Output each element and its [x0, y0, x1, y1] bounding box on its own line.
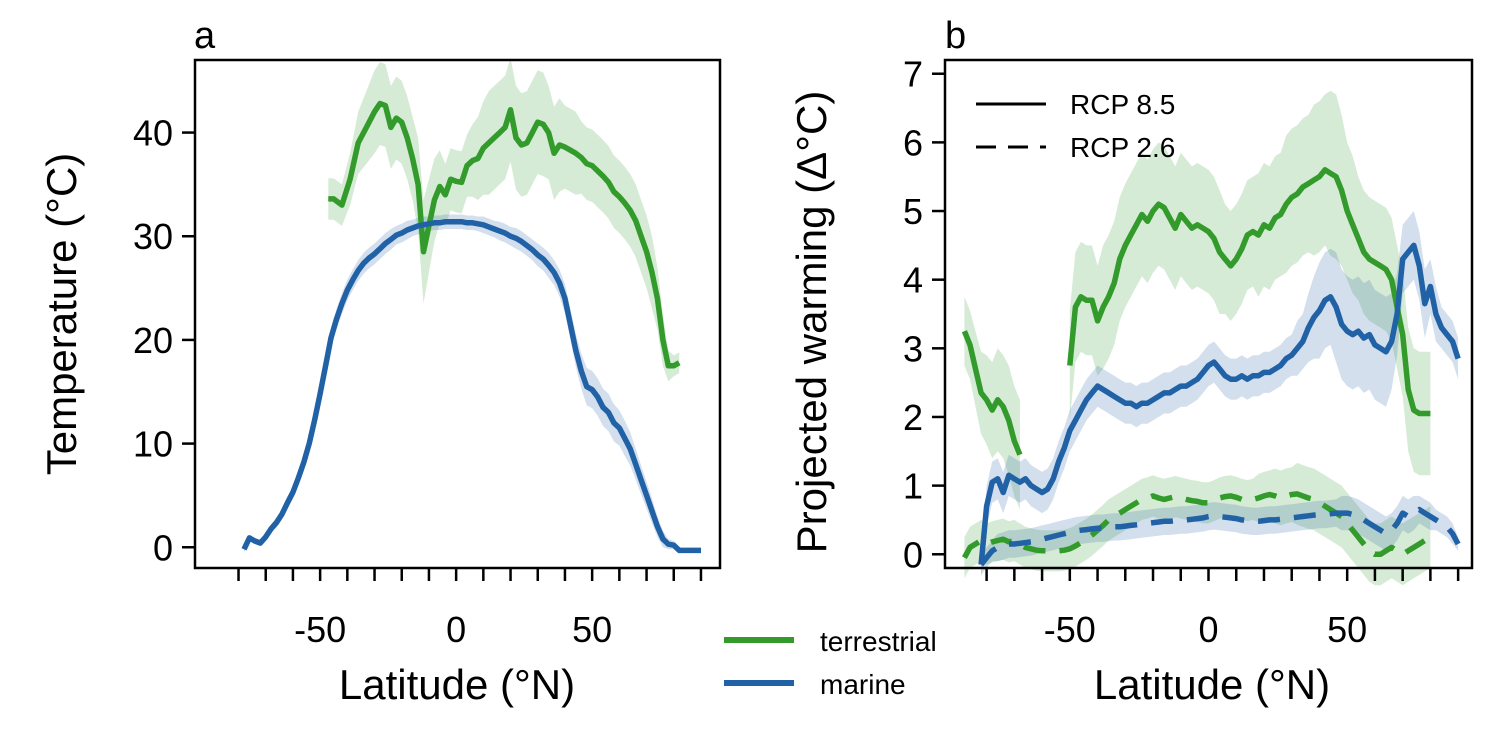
panel-b-xlabel: Latitude (°N)	[1094, 661, 1330, 708]
y-tick-label: 1	[903, 466, 923, 507]
panel-b-axes: 0 1 2 3 4 5 6 7 -50 0 50	[903, 54, 1460, 650]
y-tick-label: 5	[903, 191, 923, 232]
series-line-terrestrial	[328, 100, 681, 369]
panel-b-ylabel: Projected warming (Δ°C)	[788, 91, 835, 554]
panel-a-bands	[244, 57, 701, 554]
series-line-terrestrial-RCP85	[961, 330, 1023, 456]
y-tick-label: 0	[903, 534, 923, 575]
panel-b: b 0 1 2 3 4 5 6 7 -50 0 50 Latitude (°N) Projected…	[788, 15, 1474, 708]
band-terrestrial-0	[328, 57, 680, 382]
y-tick-label: 4	[903, 260, 923, 301]
band-terrestrial-0	[964, 296, 1020, 510]
panel-a-xlabel: Latitude (°N)	[339, 661, 575, 708]
band-terrestrial-3	[964, 463, 1431, 586]
panel-b-lines	[961, 167, 1461, 567]
panel-a-letter: a	[194, 15, 216, 57]
y-tick-label: 30	[133, 216, 173, 257]
series-line-terrestrial-RCP85	[1067, 167, 1431, 417]
y-tick-label: 7	[903, 54, 923, 95]
y-tick-label: 20	[133, 320, 173, 361]
y-tick-label: 2	[903, 397, 923, 438]
color-legend: terrestrial marine	[724, 626, 937, 700]
legend-terrestrial-label: terrestrial	[820, 626, 937, 657]
x-tick-label: 0	[446, 609, 466, 650]
panel-b-letter: b	[945, 15, 966, 57]
series-line-marine-RCP26	[978, 506, 1461, 567]
linetype-legend: RCP 8.5 RCP 2.6	[976, 89, 1175, 163]
series-line-marine	[241, 218, 701, 554]
panel-a-frame	[193, 58, 722, 570]
y-tick-label: 10	[133, 424, 173, 465]
x-tick-label: 0	[1198, 609, 1218, 650]
panel-a: a 0 10 20 30 40 -50 0 50 Latitude (°N) Temperat…	[38, 15, 722, 708]
y-tick-label: 0	[153, 527, 173, 568]
series-line-terrestrial-RCP26	[961, 491, 1432, 560]
legend-rcp85-label: RCP 8.5	[1070, 89, 1175, 120]
x-tick-label: 50	[572, 609, 612, 650]
band-marine-1	[244, 214, 701, 554]
band-marine-2	[981, 211, 1459, 579]
panel-b-bands	[964, 90, 1459, 586]
x-tick-label: -50	[294, 609, 346, 650]
legend-marine-label: marine	[820, 669, 906, 700]
y-tick-label: 3	[903, 328, 923, 369]
x-tick-label: 50	[1327, 609, 1367, 650]
panel-a-ylabel: Temperature (°C)	[38, 153, 85, 476]
y-tick-label: 6	[903, 122, 923, 163]
legend-rcp26-label: RCP 2.6	[1070, 132, 1175, 163]
y-tick-label: 40	[133, 113, 173, 154]
panel-a-axes: 0 10 20 30 40 -50 0 50	[133, 113, 703, 650]
panel-a-lines	[241, 100, 701, 554]
x-tick-label: -50	[1044, 609, 1096, 650]
series-line-marine-RCP85	[978, 242, 1461, 565]
